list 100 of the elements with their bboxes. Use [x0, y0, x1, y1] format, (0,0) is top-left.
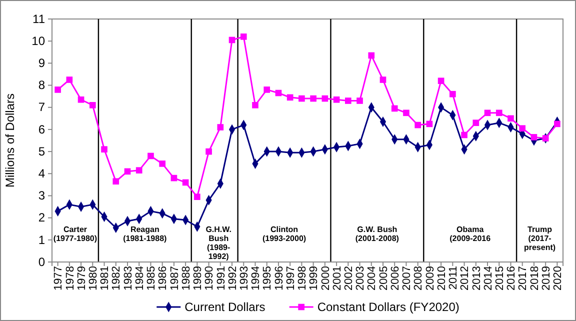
y-tick-label: 2	[38, 210, 46, 225]
point	[438, 78, 444, 84]
x-tick-label: 1993	[238, 266, 250, 290]
x-tick-label: 1980	[88, 266, 100, 290]
x-tick-label: 2010	[436, 266, 448, 290]
y-tick-label: 8	[38, 78, 46, 92]
point	[286, 94, 294, 101]
legend-label: Current Dollars	[184, 300, 266, 314]
point	[414, 122, 421, 128]
point	[240, 34, 247, 40]
annotation: Trump (2017- present)	[524, 225, 556, 252]
x-tick-label: 1977	[52, 266, 65, 290]
point	[380, 76, 386, 83]
point	[159, 160, 166, 167]
x-tick-label: 2013	[470, 266, 483, 290]
x-tick-label: 2008	[412, 266, 425, 290]
x-tick-label: 2005	[378, 266, 390, 290]
point	[182, 179, 189, 186]
point	[496, 110, 502, 116]
point	[554, 120, 560, 128]
point	[148, 152, 154, 160]
y-tick-label: 0	[38, 254, 46, 269]
y-tick-label: 11	[32, 12, 46, 26]
x-tick-label: 2017	[517, 266, 530, 290]
point	[461, 132, 468, 138]
x-tick-label: 2016	[506, 266, 518, 290]
point	[78, 96, 84, 103]
y-tick-label: 6	[38, 122, 46, 136]
point	[275, 90, 282, 96]
x-tick-label: 1986	[157, 266, 170, 290]
x-tick-label: 1996	[273, 266, 286, 290]
point	[206, 148, 212, 155]
x-tick-label: 1985	[146, 266, 158, 290]
point	[356, 98, 363, 104]
y-tick-label: 1	[38, 232, 46, 247]
point	[333, 96, 340, 103]
point	[194, 194, 200, 200]
x-tick-label: 2014	[482, 266, 494, 290]
x-tick-label: 2011	[448, 266, 460, 290]
x-tick-label: 2002	[343, 266, 355, 290]
point	[322, 95, 328, 102]
x-tick-label: 2020	[552, 266, 564, 290]
point	[472, 120, 480, 126]
x-tick-label: 2006	[389, 266, 402, 290]
x-tick-label: 1983	[122, 266, 134, 290]
point	[124, 168, 131, 175]
x-tick-label: 1994	[250, 266, 262, 290]
x-tick-label: 2007	[401, 266, 414, 290]
point	[136, 167, 142, 174]
point	[298, 95, 305, 102]
x-tick-label: 1992	[226, 266, 239, 290]
y-tick-label: 7	[38, 100, 46, 114]
point	[450, 90, 456, 98]
annotation: G.W. Bush (2001-2008)	[355, 225, 400, 243]
x-tick-label: 2000	[320, 266, 332, 290]
x-tick-label: 1995	[262, 266, 274, 290]
x-tick-label: 1979	[76, 266, 88, 290]
annotation: Obama (2009-2016	[450, 225, 492, 243]
x-tick-label: 1988	[180, 266, 192, 290]
x-tick-label: 1999	[308, 266, 320, 290]
point	[54, 86, 61, 93]
x-tick-label: 2019	[540, 266, 552, 290]
x-tick-label: 2003	[354, 266, 367, 290]
point	[66, 76, 73, 83]
point	[101, 146, 108, 152]
point	[89, 102, 96, 108]
point	[264, 86, 270, 93]
point	[228, 36, 236, 44]
x-tick-label: 1998	[296, 266, 309, 290]
point	[508, 115, 514, 122]
y-tick-label: 5	[38, 144, 46, 158]
point	[542, 135, 549, 142]
point	[368, 52, 375, 59]
x-tick-label: 1982	[110, 266, 123, 290]
point	[252, 102, 258, 108]
x-tick-label: 1978	[64, 266, 76, 290]
x-tick-label: 1991	[215, 266, 228, 290]
x-tick-label: 1997	[284, 266, 297, 290]
point	[519, 125, 526, 132]
x-tick-label: 1984	[134, 266, 146, 290]
point	[426, 120, 433, 128]
point	[344, 98, 352, 104]
annotation: G.H.W. Bush (1989- 1992)	[206, 225, 232, 261]
x-tick-label: 2015	[494, 266, 506, 290]
x-tick-label: 1990	[204, 266, 216, 290]
point	[217, 124, 224, 130]
point	[391, 105, 398, 112]
point	[484, 110, 491, 116]
y-axis-title: Millions of Dollars	[3, 93, 17, 188]
y-tick-label: 10	[32, 34, 46, 48]
annotation: Clinton (1993-2000)	[262, 225, 306, 243]
point	[170, 174, 178, 182]
point	[310, 95, 316, 102]
y-tick-label: 9	[38, 56, 46, 70]
point	[530, 134, 538, 140]
x-tick-label: 2001	[331, 266, 344, 290]
x-tick-label: 2004	[366, 266, 378, 290]
annotation: Reagan (1981-1988)	[123, 225, 168, 243]
x-tick-label: 2009	[424, 266, 436, 290]
x-tick-label: 1989	[192, 266, 204, 290]
